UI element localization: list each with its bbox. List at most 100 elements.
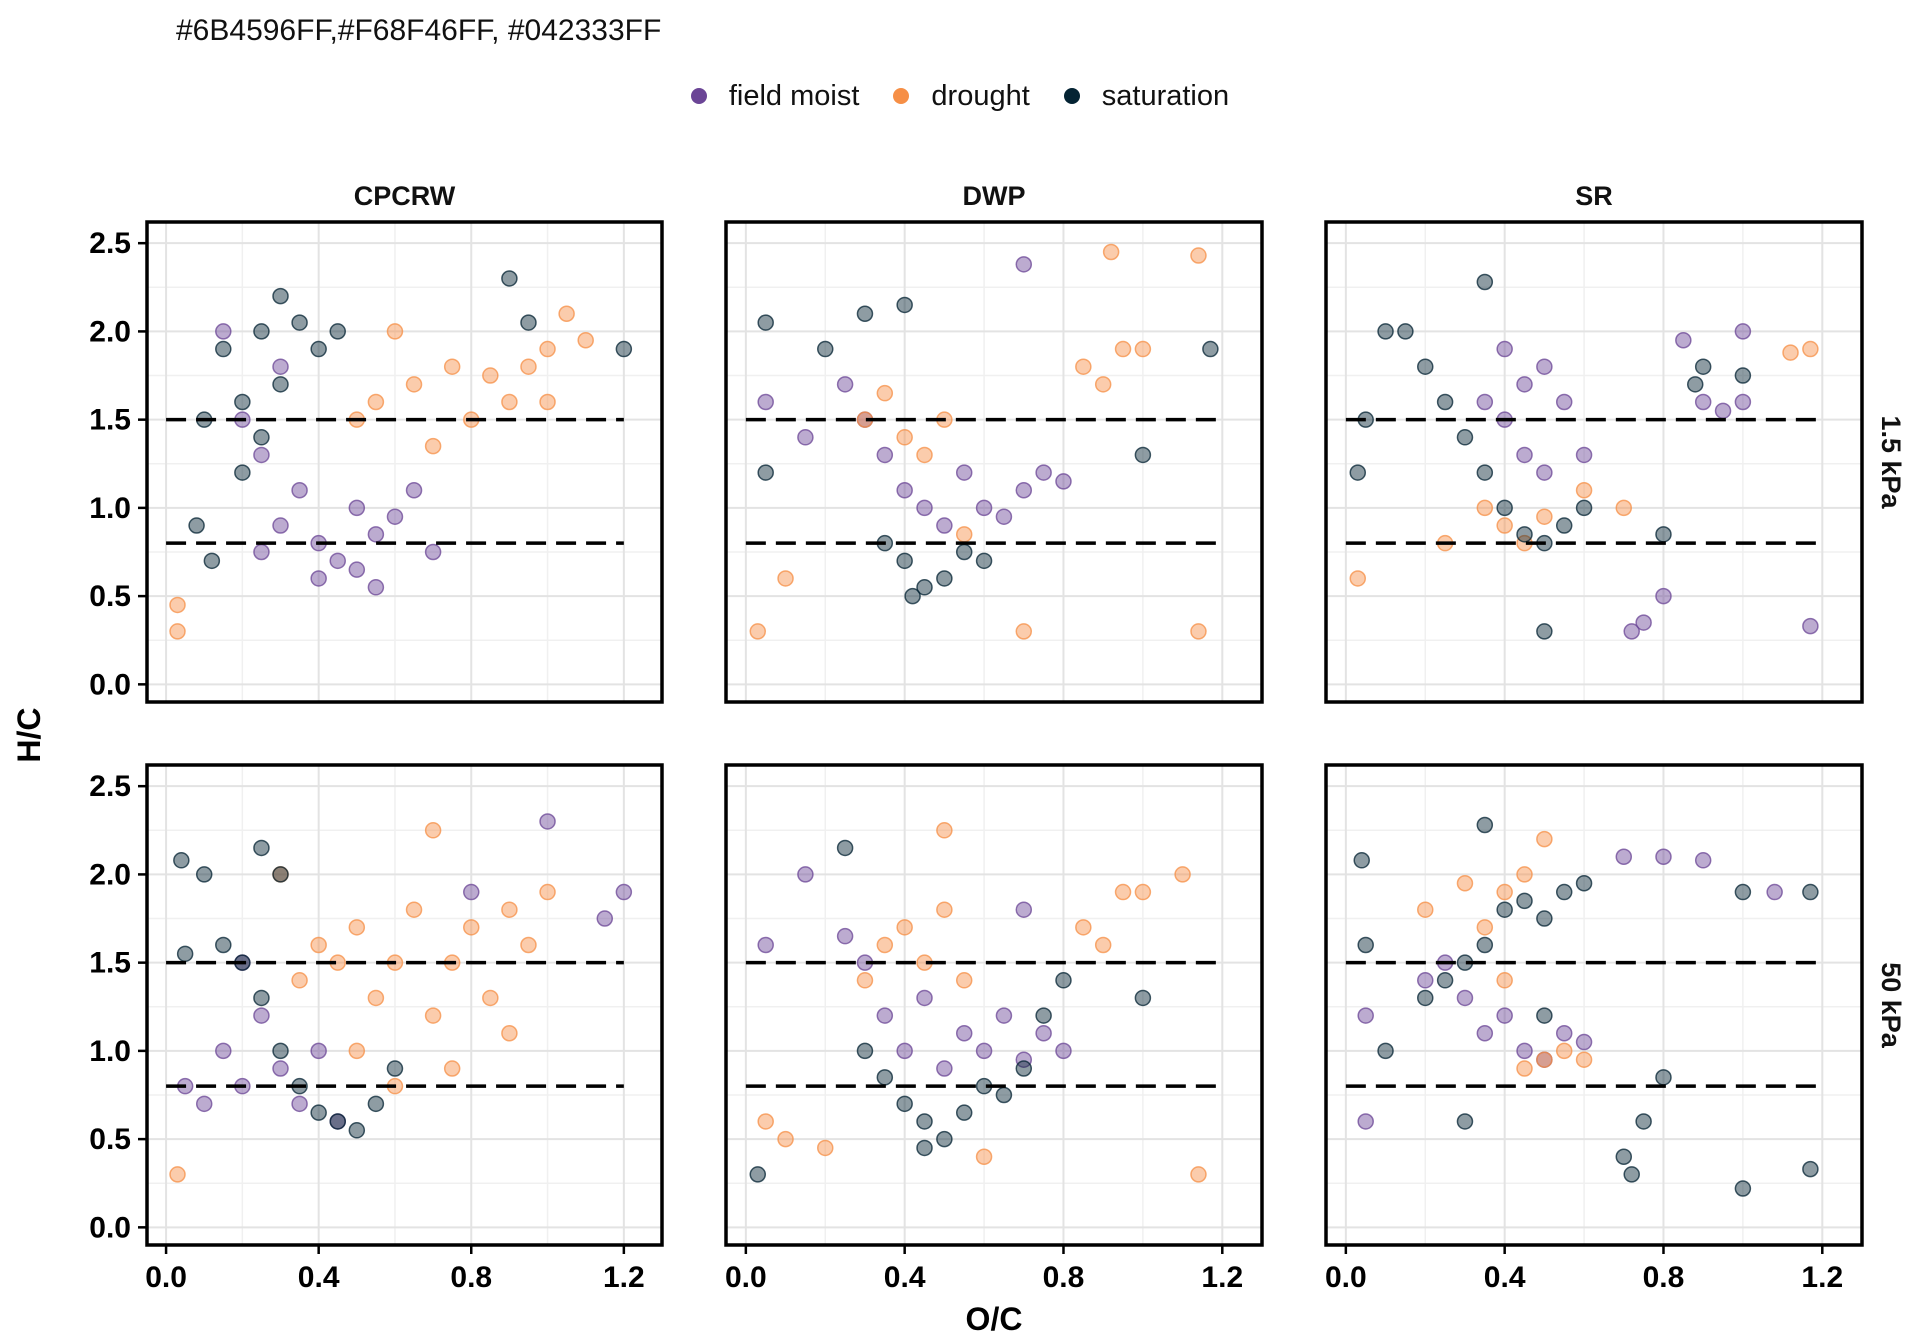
scatter-point xyxy=(501,1024,518,1042)
scatter-point xyxy=(1734,883,1752,901)
x-tick-label: 0.4 xyxy=(884,1261,926,1294)
scatter-point xyxy=(1476,1024,1494,1042)
scatter-point xyxy=(215,936,232,954)
scatter-point xyxy=(916,499,933,517)
scatter-point xyxy=(1655,848,1672,866)
scatter-point xyxy=(975,499,993,517)
x-axis-title: O/C xyxy=(966,1301,1023,1337)
scatter-point xyxy=(1436,972,1454,989)
scatter-point xyxy=(1496,499,1513,517)
scatter-point xyxy=(1536,623,1553,640)
scatter-point xyxy=(348,1042,366,1060)
scatter-point xyxy=(501,901,518,918)
legend-dot-drought xyxy=(893,88,910,104)
scatter-point xyxy=(615,883,633,901)
y-tick-label: 0.5 xyxy=(89,1123,131,1156)
scatter-point xyxy=(1686,376,1704,393)
scatter-point xyxy=(936,901,953,918)
scatter-point xyxy=(234,393,251,411)
panel-border xyxy=(1324,220,1864,704)
scatter-point xyxy=(1094,376,1112,393)
x-tick-label: 1.2 xyxy=(603,1261,645,1294)
scatter-point xyxy=(386,508,404,525)
scatter-point xyxy=(1417,989,1434,1007)
scatter-point xyxy=(1075,919,1092,936)
scatter-point xyxy=(896,1042,913,1060)
facet-label-sr: SR xyxy=(1575,181,1613,211)
scatter-point xyxy=(615,340,633,358)
scatter-point xyxy=(291,1095,308,1113)
scatter-point xyxy=(310,1042,327,1060)
scatter-point xyxy=(1555,1024,1573,1042)
scatter-point xyxy=(405,481,423,499)
scatter-point xyxy=(1536,910,1553,927)
scatter-point xyxy=(1802,617,1819,635)
scatter-point xyxy=(463,883,480,901)
scatter-point xyxy=(757,314,774,331)
scatter-point xyxy=(558,305,575,323)
scatter-point xyxy=(215,1042,232,1060)
scatter-point xyxy=(995,1007,1013,1024)
facet-label-dwp: DWP xyxy=(963,181,1026,211)
scatter-point xyxy=(1015,901,1033,918)
x-tick-label: 0.4 xyxy=(298,1261,340,1294)
scatter-point xyxy=(876,936,894,954)
scatter-point xyxy=(1476,936,1494,954)
scatter-point xyxy=(1496,883,1513,901)
scatter-point xyxy=(1055,1042,1072,1060)
scatter-point xyxy=(272,1042,289,1060)
scatter-point xyxy=(995,508,1013,525)
scatter-point xyxy=(1516,866,1533,883)
scatter-point xyxy=(367,989,385,1007)
scatter-point xyxy=(749,623,767,640)
scatter-point xyxy=(169,596,186,614)
scatter-point xyxy=(1615,499,1633,517)
scatter-point xyxy=(1035,1024,1052,1042)
scatter-point xyxy=(856,1042,874,1060)
scatter-point xyxy=(1802,883,1819,901)
scatter-point xyxy=(757,464,774,481)
scatter-point xyxy=(1536,830,1553,848)
scatter-point xyxy=(975,552,993,570)
scatter-point xyxy=(1476,393,1494,411)
scatter-point xyxy=(777,570,794,587)
scatter-point xyxy=(1536,358,1553,375)
panel-border xyxy=(145,220,664,704)
scatter-point xyxy=(1516,892,1533,910)
scatter-point xyxy=(215,323,232,340)
scatter-point xyxy=(310,340,327,358)
scatter-point xyxy=(1397,323,1414,340)
x-tick-label: 0.8 xyxy=(1643,1261,1685,1294)
scatter-point xyxy=(1134,883,1152,901)
scatter-point xyxy=(520,314,537,331)
scatter-point xyxy=(1516,1042,1533,1060)
scatter-point xyxy=(539,883,556,901)
scatter-point xyxy=(272,358,289,375)
scatter-point xyxy=(272,376,289,393)
scatter-point xyxy=(1734,323,1752,340)
scatter-point xyxy=(1675,331,1692,349)
scatter-point xyxy=(169,623,186,640)
scatter-point xyxy=(936,1060,953,1077)
scatter-point xyxy=(1353,852,1370,869)
scatter-point xyxy=(291,481,308,499)
scatter-point xyxy=(896,919,913,936)
scatter-point xyxy=(424,822,442,839)
scatter-point xyxy=(1516,376,1533,393)
scatter-point xyxy=(1134,446,1152,464)
scatter-point xyxy=(955,464,973,481)
scatter-point xyxy=(936,822,953,839)
scatter-point xyxy=(1615,848,1633,866)
scatter-point xyxy=(749,1166,767,1183)
scatter-point xyxy=(876,384,894,402)
legend-item-drought: drought xyxy=(893,80,1030,113)
scatter-point xyxy=(367,579,385,596)
scatter-point xyxy=(1436,393,1454,411)
x-tick-label: 1.2 xyxy=(1201,1261,1243,1294)
scatter-point xyxy=(1734,367,1752,384)
scatter-point xyxy=(904,587,921,605)
scatter-point xyxy=(1055,473,1072,490)
scatter-point xyxy=(348,561,366,578)
y-tick-label: 2.5 xyxy=(89,770,131,803)
scatter-point xyxy=(896,481,913,499)
